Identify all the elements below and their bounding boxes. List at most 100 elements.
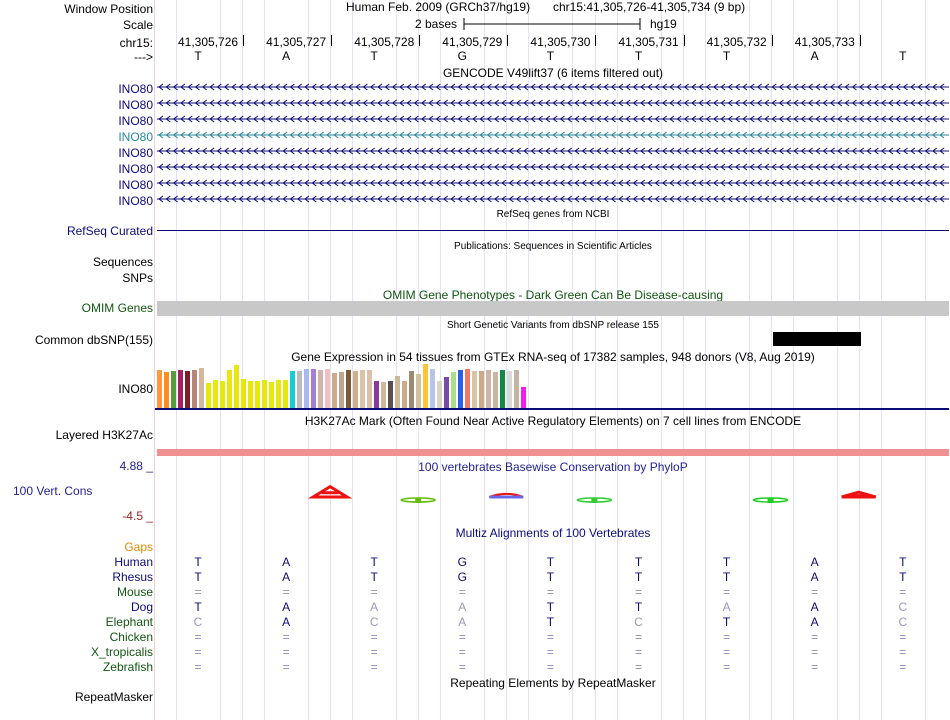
gtex-tissue-bar[interactable] — [325, 369, 330, 408]
gtex-tissue-bar[interactable] — [500, 370, 505, 408]
repeatmasker-label[interactable]: RepeatMasker — [74, 690, 153, 704]
omim-gene-bar[interactable] — [157, 301, 949, 316]
h3k27ac-track-title[interactable]: H3K27Ac Mark (Often Found Near Active Re… — [304, 414, 802, 428]
gtex-tissue-bar[interactable] — [444, 377, 449, 408]
phylop-plot[interactable] — [155, 470, 949, 520]
species-label[interactable]: Dog — [130, 600, 153, 614]
gtex-tissue-bar[interactable] — [430, 369, 435, 408]
species-label[interactable]: Human — [114, 555, 153, 569]
repeatmasker-track-title[interactable]: Repeating Elements by RepeatMasker — [450, 676, 656, 690]
gtex-tissue-bar[interactable] — [521, 387, 526, 408]
gtex-tissue-bar[interactable] — [486, 370, 491, 408]
gtex-tissue-bar[interactable] — [493, 372, 498, 408]
gencode-gene-label[interactable]: INO80 — [118, 162, 153, 176]
dbsnp-track-title[interactable]: Short Genetic Variants from dbSNP releas… — [447, 320, 659, 331]
publications-track-title[interactable]: Publications: Sequences in Scientific Ar… — [454, 241, 652, 252]
gtex-tissue-bar[interactable] — [458, 370, 463, 408]
gencode-gene-label[interactable]: INO80 — [118, 130, 153, 144]
phylop-base-mark[interactable] — [488, 492, 524, 499]
gencode-transcript-line[interactable] — [157, 177, 949, 189]
gencode-gene-label[interactable]: INO80 — [118, 82, 153, 96]
gencode-gene-label[interactable]: INO80 — [118, 178, 153, 192]
gencode-gene-label[interactable]: INO80 — [118, 194, 153, 208]
layered-h3k27ac-label[interactable]: Layered H3K27Ac — [55, 428, 153, 442]
gtex-tissue-bar[interactable] — [297, 371, 302, 408]
gtex-tissue-bar[interactable] — [479, 371, 484, 408]
gtex-tissue-bar[interactable] — [381, 382, 386, 408]
species-label[interactable]: Elephant — [105, 615, 153, 629]
gtex-tissue-bar[interactable] — [423, 364, 428, 408]
gencode-gene-label[interactable]: INO80 — [118, 114, 153, 128]
gtex-tissue-bar[interactable] — [255, 381, 260, 408]
gencode-gene-label[interactable]: INO80 — [118, 98, 153, 112]
gtex-tissue-bar[interactable] — [248, 381, 253, 408]
gtex-tissue-bar[interactable] — [416, 374, 421, 408]
gtex-tissue-bar[interactable] — [164, 372, 169, 408]
species-label[interactable]: Rhesus — [112, 570, 153, 584]
gencode-gene-label[interactable]: INO80 — [118, 146, 153, 160]
gtex-tissue-bar[interactable] — [241, 379, 246, 408]
gtex-tissue-bar[interactable] — [318, 370, 323, 408]
gtex-tissue-bar[interactable] — [199, 368, 204, 408]
gtex-tissue-bar[interactable] — [346, 370, 351, 408]
gtex-tissue-bar[interactable] — [220, 381, 225, 408]
phylop-base-mark[interactable] — [400, 497, 436, 503]
gtex-tissue-bar[interactable] — [269, 382, 274, 408]
gencode-transcript-line[interactable] — [157, 113, 949, 125]
h3k27ac-signal-bar[interactable] — [157, 449, 949, 456]
gtex-tissue-bar[interactable] — [360, 370, 365, 408]
gencode-transcript-line[interactable] — [157, 129, 949, 141]
gaps-label[interactable]: Gaps — [124, 540, 153, 554]
species-label[interactable]: Chicken — [109, 630, 153, 644]
gtex-tissue-bar[interactable] — [185, 371, 190, 408]
gencode-transcript-line[interactable] — [157, 145, 949, 157]
gtex-tissue-bar[interactable] — [262, 380, 267, 408]
gencode-transcript-line[interactable] — [157, 161, 949, 173]
multiz-track-title[interactable]: Multiz Alignments of 100 Vertebrates — [455, 526, 651, 540]
gtex-tissue-bar[interactable] — [178, 370, 183, 408]
gtex-tissue-bar[interactable] — [276, 380, 281, 408]
species-label[interactable]: Mouse — [116, 585, 153, 599]
gtex-tissue-bar[interactable] — [234, 365, 239, 408]
gtex-tissue-bar[interactable] — [192, 370, 197, 408]
gtex-tissue-bar[interactable] — [227, 370, 232, 408]
omim-genes-label[interactable]: OMIM Genes — [81, 301, 153, 315]
gtex-tissue-bar[interactable] — [157, 370, 162, 408]
species-label[interactable]: Zebrafish — [102, 660, 153, 674]
gtex-tissue-bar[interactable] — [206, 383, 211, 408]
gtex-tissue-bar[interactable] — [514, 370, 519, 408]
refseq-track-title[interactable]: RefSeq genes from NCBI — [496, 209, 610, 220]
snps-label[interactable]: SNPs — [122, 271, 153, 285]
gtex-tissue-bar[interactable] — [465, 369, 470, 408]
refseq-gene-line[interactable] — [157, 230, 949, 231]
position-text[interactable]: chr15:41,305,726-41,305,734 (9 bp) — [553, 0, 746, 14]
gtex-tissue-bar[interactable] — [171, 371, 176, 408]
gtex-tissue-bar[interactable] — [395, 376, 400, 408]
gtex-tissue-bar[interactable] — [283, 380, 288, 408]
dbsnp-variant-block[interactable] — [773, 332, 861, 346]
gencode-transcript-line[interactable] — [157, 193, 949, 205]
gtex-tissue-bar[interactable] — [402, 381, 407, 408]
species-label[interactable]: X_tropicalis — [90, 645, 153, 659]
omim-track-title[interactable]: OMIM Gene Phenotypes - Dark Green Can Be… — [382, 288, 724, 302]
gtex-tissue-bar[interactable] — [311, 369, 316, 408]
sequences-label[interactable]: Sequences — [92, 255, 153, 269]
gencode-transcript-line[interactable] — [157, 81, 949, 93]
common-dbsnp-label[interactable]: Common dbSNP(155) — [34, 333, 153, 347]
vert-cons-label[interactable]: 100 Vert. Cons — [13, 484, 93, 498]
phylop-base-mark[interactable] — [307, 484, 353, 499]
gencode-transcript-line[interactable] — [157, 97, 949, 109]
gtex-tissue-bar[interactable] — [213, 380, 218, 408]
gtex-tissue-bar[interactable] — [339, 372, 344, 408]
gtex-tissue-bar[interactable] — [507, 371, 512, 408]
phylop-track-title[interactable]: 100 vertebrates Basewise Conservation by… — [418, 460, 688, 474]
phylop-base-mark[interactable] — [576, 497, 613, 503]
phylop-base-mark[interactable] — [752, 497, 789, 503]
gtex-tissue-bar[interactable] — [353, 371, 358, 408]
gtex-tissue-bar[interactable] — [437, 381, 442, 408]
gtex-tissue-bar[interactable] — [472, 371, 477, 408]
gtex-gene-label[interactable]: INO80 — [118, 382, 153, 396]
gtex-tissue-bar[interactable] — [367, 370, 372, 408]
gtex-tissue-bar[interactable] — [388, 381, 393, 408]
gtex-tissue-bar[interactable] — [290, 371, 295, 408]
